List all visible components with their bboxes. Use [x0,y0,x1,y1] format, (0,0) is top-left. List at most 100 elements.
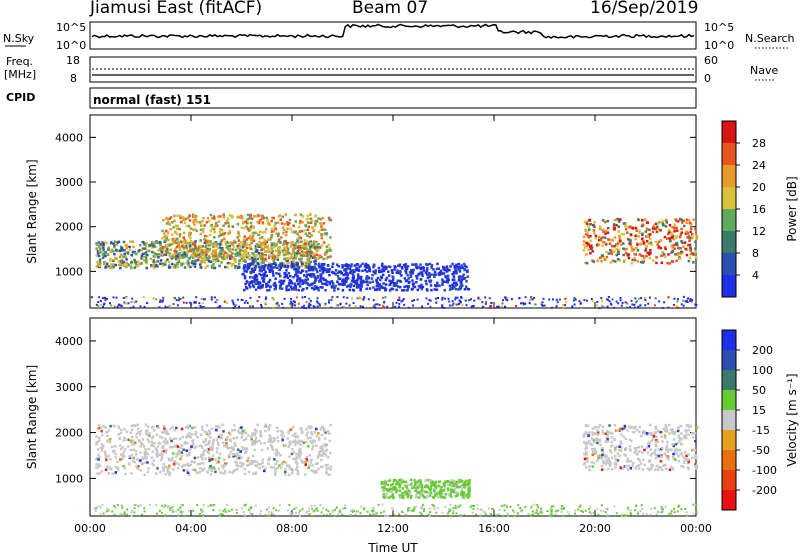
data-point [195,220,198,224]
data-point [449,492,452,496]
data-point [245,265,248,269]
data-point [245,236,248,240]
data-point [382,510,385,513]
data-point [645,221,649,224]
data-point [227,454,231,457]
data-point [307,263,311,266]
data-point [388,488,391,491]
data-point [331,262,335,265]
data-point [357,269,361,273]
data-point [603,241,606,244]
data-point [395,483,398,486]
data-point [129,431,132,435]
data-point [135,449,138,453]
data-point [150,426,154,429]
freq-label-line1: Freq. [6,55,33,68]
colorbar-swatch [722,253,736,276]
data-point [346,274,349,277]
data-point [649,423,652,427]
data-point [309,260,312,264]
data-point [672,444,675,448]
data-point [446,279,450,283]
data-point [221,256,224,259]
data-point [156,425,159,428]
data-point [626,429,629,432]
data-point [649,454,652,457]
data-point [199,251,202,255]
data-point [645,446,649,449]
data-point [645,432,649,435]
data-point [327,430,330,433]
data-point [613,218,617,222]
data-point [189,239,193,243]
data-point [448,304,451,307]
data-point [555,298,558,301]
data-point [262,241,265,244]
data-point [146,253,149,257]
data-point [305,266,309,269]
data-point [661,222,665,225]
data-point [279,453,282,457]
data-point [374,306,377,309]
nave-label: Nave [750,64,778,77]
data-point [560,510,563,513]
data-point [156,306,159,309]
data-point [611,249,614,252]
data-point [254,282,257,285]
data-point [272,259,275,263]
data-point [135,465,138,468]
data-point [236,236,239,239]
data-point [186,249,190,253]
data-point [249,462,252,465]
data-point [458,268,461,271]
data-point [164,253,168,256]
data-point [173,464,176,467]
data-point [466,287,470,291]
data-point [672,457,675,460]
data-point [131,297,134,300]
data-point [148,434,151,437]
data-point [304,232,308,235]
data-point [365,266,368,269]
data-point [99,303,102,306]
data-point [243,242,247,246]
data-point [481,301,484,304]
data-point [267,222,270,226]
data-point [386,483,390,487]
data-point [253,280,256,283]
data-point [686,236,689,239]
data-point [600,464,604,468]
data-point [687,460,691,464]
data-point [297,234,301,237]
data-point [405,267,409,271]
data-point [298,456,301,459]
data-point [346,277,350,280]
data-point [332,282,335,285]
data-point [116,466,120,470]
data-point [648,228,651,232]
data-point [328,218,331,221]
data-point [308,305,311,308]
data-point [435,301,438,304]
data-point [177,453,180,456]
data-point [354,282,357,285]
data-point [533,307,536,310]
data-point [248,276,252,279]
data-point [318,303,321,306]
data-point [168,471,172,475]
data-point [196,471,199,475]
data-point [250,438,253,441]
data-point [675,241,679,245]
data-point [177,260,181,263]
data-point [109,250,113,253]
data-point [368,287,372,290]
data-point [546,510,549,512]
data-point [471,504,474,507]
data-point [152,464,156,467]
data-point [420,285,423,289]
data-point [585,466,588,469]
data-point [151,250,154,254]
data-point [208,256,211,259]
data-point [296,470,299,473]
data-point [247,508,250,511]
